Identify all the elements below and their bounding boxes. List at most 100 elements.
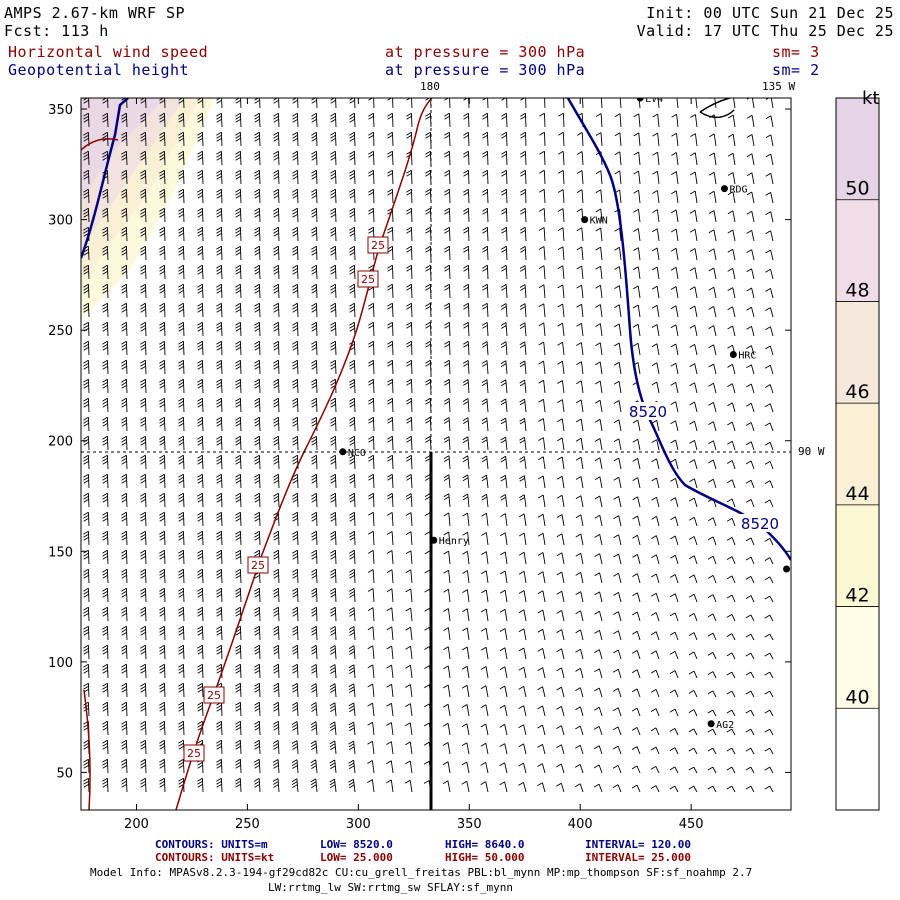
wind-barb	[140, 226, 147, 242]
wind-barb	[651, 266, 660, 280]
wind-barb	[387, 264, 394, 280]
contour1-low: LOW= 8520.0	[320, 838, 393, 851]
wind-barb	[311, 587, 318, 603]
wind-barb	[83, 492, 90, 508]
wind-barb	[444, 169, 451, 185]
wind-barb	[159, 625, 166, 641]
wind-barb	[178, 454, 185, 470]
wind-barb	[178, 682, 185, 698]
wind-barb	[406, 245, 413, 261]
wind-barb	[444, 188, 451, 204]
wind-barb	[368, 359, 375, 375]
wind-barb	[386, 645, 394, 660]
wind-barb	[520, 188, 527, 204]
wind-barb	[235, 264, 242, 280]
wind-barb	[595, 189, 603, 204]
wind-barb	[594, 457, 603, 470]
wind-barb	[310, 683, 318, 698]
wind-barb	[367, 721, 375, 736]
wind-barb	[614, 304, 622, 318]
height-contour-west	[81, 98, 129, 259]
wind-barb	[519, 284, 527, 299]
wind-barb	[159, 492, 166, 508]
wind-barb	[670, 362, 679, 375]
station-label: HRC	[738, 350, 756, 361]
wind-barb	[576, 246, 584, 261]
wind-barb	[197, 549, 204, 565]
wind-barb	[443, 550, 451, 565]
wind-barb	[273, 435, 280, 451]
wind-barb	[463, 112, 470, 128]
wind-barb	[631, 765, 641, 774]
wind-barb	[102, 207, 109, 223]
wind-barb	[311, 340, 318, 356]
wind-barb	[405, 664, 413, 679]
wind-barb	[632, 438, 641, 451]
wind-barb	[235, 359, 242, 375]
wind-barb	[235, 777, 242, 793]
wind-barb	[216, 169, 223, 185]
wind-barb	[462, 379, 470, 394]
wind-barb	[576, 342, 584, 356]
wind-barb	[102, 283, 109, 299]
wind-barb	[197, 207, 204, 223]
wind-barb	[254, 606, 261, 622]
wind-barb	[197, 131, 204, 147]
wind-barb	[216, 701, 223, 717]
wind-barb	[576, 189, 584, 204]
wind-barb	[348, 626, 356, 641]
wind-barb	[575, 418, 584, 432]
wind-barb	[501, 207, 508, 223]
station-label: Henry	[439, 536, 469, 547]
wind-barb	[518, 551, 527, 565]
wind-barb	[197, 530, 204, 546]
wind-barb	[727, 421, 736, 432]
wind-barb	[235, 378, 242, 394]
wind-barb	[652, 98, 660, 109]
wind-barb	[557, 208, 565, 223]
wind-barb	[386, 664, 394, 679]
wind-barb	[633, 247, 641, 261]
wind-barb	[273, 682, 280, 698]
wind-barb	[330, 606, 337, 622]
wind-barb	[405, 531, 413, 546]
wind-barb	[140, 777, 147, 793]
speed-contour-southwest	[83, 689, 91, 810]
wind-barb	[310, 721, 318, 736]
wind-barb	[235, 416, 242, 432]
wind-barb	[273, 226, 280, 242]
wind-barb	[292, 530, 299, 546]
wind-barb	[651, 458, 660, 470]
x-tick-label: 250	[235, 817, 260, 832]
wind-barb	[500, 322, 508, 337]
wind-barb	[273, 511, 280, 527]
wind-barb	[102, 435, 109, 451]
wind-barb	[614, 132, 622, 147]
wind-barb	[159, 283, 166, 299]
wind-barb	[538, 418, 546, 432]
wind-barb	[330, 340, 337, 356]
wind-barb	[726, 785, 736, 793]
wind-barb	[689, 248, 698, 261]
wind-barb	[216, 530, 223, 546]
wind-barb	[83, 682, 90, 698]
wind-barb	[632, 554, 641, 565]
wind-barb	[575, 744, 584, 755]
wind-barb	[670, 382, 679, 394]
wind-barb	[537, 513, 546, 527]
wind-barb	[670, 343, 679, 356]
wind-barb	[461, 665, 470, 679]
wind-barb	[614, 151, 622, 166]
wind-barb	[235, 682, 242, 698]
wind-barb	[746, 345, 755, 356]
wind-barb	[631, 746, 641, 755]
speed-contour-label: 25	[251, 559, 265, 572]
wind-barb	[387, 283, 394, 299]
wind-barb	[764, 785, 774, 793]
wind-barb	[576, 151, 584, 166]
wind-barb	[764, 441, 774, 451]
wind-barb	[235, 511, 242, 527]
wind-barb	[689, 267, 698, 280]
wind-barb	[443, 646, 451, 660]
wind-barb	[197, 606, 204, 622]
